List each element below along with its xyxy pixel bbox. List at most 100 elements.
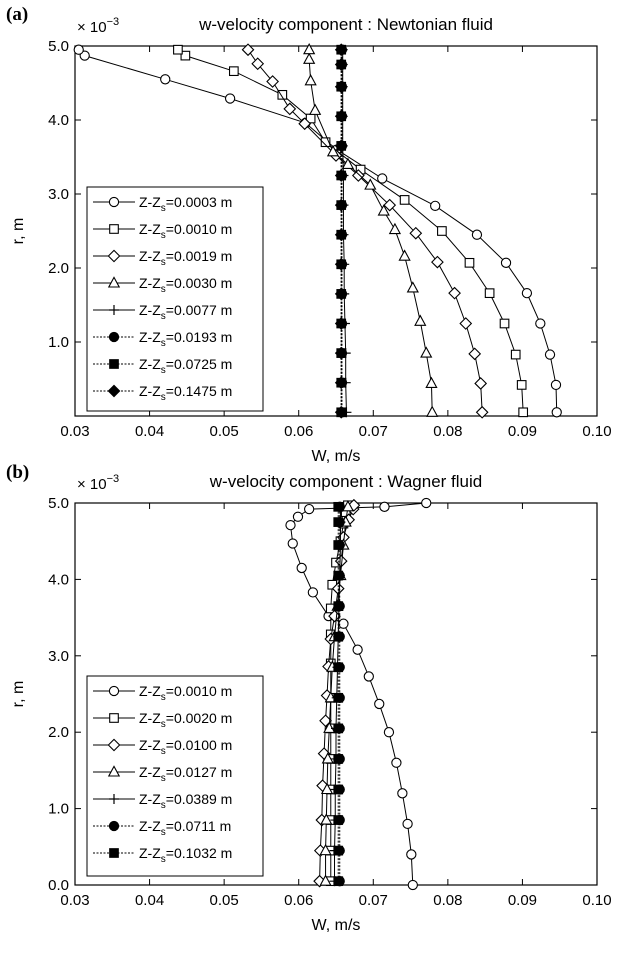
data-point — [334, 287, 348, 301]
data-point — [383, 727, 395, 738]
series-4 — [303, 42, 439, 417]
data-point — [521, 288, 533, 299]
data-point — [333, 815, 344, 825]
data-point — [333, 501, 344, 512]
x-tick-label: 0.05 — [210, 423, 239, 440]
legend-item: Z-Zs=0.0100 m — [93, 737, 232, 757]
legend-label: Z-Zs=0.0725 m — [139, 356, 232, 376]
x-tick-label: 0.09 — [508, 423, 537, 440]
data-point — [334, 169, 348, 182]
x-tick-label: 0.09 — [508, 892, 537, 909]
data-point — [334, 43, 348, 57]
data-point — [377, 173, 388, 184]
legend: Z-Zs=0.0010 m Z-Zs=0.0020 m Z-Zs=0.0100 m Z… — [86, 675, 264, 877]
x-tick-label: 0.07 — [359, 892, 388, 909]
legend: Z-Zs=0.0003 m Z-Zs=0.0010 m Z-Zs=0.0019 m Z… — [86, 186, 264, 412]
legend-marker — [109, 848, 119, 858]
series-8 — [334, 43, 348, 419]
data-point — [333, 876, 344, 887]
data-point — [518, 407, 529, 418]
data-point — [351, 169, 365, 182]
data-point — [484, 288, 495, 299]
data-point — [448, 286, 461, 300]
legend-label: Z-Zs=0.0010 m — [139, 683, 232, 703]
data-point — [73, 44, 84, 55]
series-line — [330, 505, 349, 882]
data-point — [334, 58, 348, 71]
data-point — [241, 43, 255, 57]
data-point — [420, 346, 433, 358]
x-axis-label: W, m/s — [312, 448, 361, 465]
panel-label: (a) — [6, 4, 28, 25]
legend-item: Z-Zs=0.0020 m — [93, 710, 232, 730]
y-tick-label: 2.0 — [48, 724, 69, 741]
data-point — [285, 520, 296, 531]
data-point — [471, 229, 483, 240]
data-point — [321, 752, 334, 764]
y-axis-label: r, m — [10, 681, 27, 708]
data-point — [352, 644, 363, 655]
data-point — [298, 117, 312, 131]
data-point — [304, 74, 317, 86]
legend-label: Z-Zs=0.0100 m — [139, 737, 232, 757]
data-point — [383, 198, 397, 212]
legend-item: Z-Zs=0.0725 m — [93, 356, 232, 376]
legend-marker — [109, 305, 119, 315]
legend-label: Z-Zs=0.1032 m — [139, 845, 232, 865]
data-point — [334, 80, 348, 94]
data-point — [224, 93, 236, 104]
legend-label: Z-Zs=0.0711 m — [139, 818, 231, 838]
legend-item: Z-Zs=0.0003 m — [93, 194, 232, 214]
data-point — [304, 503, 315, 515]
data-point — [510, 349, 521, 360]
data-point — [516, 380, 527, 390]
y-axis-label: r, m — [10, 218, 27, 245]
data-point — [326, 145, 340, 157]
data-point — [308, 103, 322, 115]
data-point — [550, 379, 562, 391]
chart-title: w-velocity component : Wagner fluid — [209, 472, 482, 491]
data-point — [333, 723, 344, 734]
data-point — [320, 137, 331, 148]
data-point — [402, 818, 413, 830]
legend-item: Z-Zs=0.0010 m — [93, 221, 232, 241]
x-tick-label: 0.04 — [135, 892, 164, 909]
data-point — [430, 200, 441, 211]
legend-marker — [107, 765, 121, 777]
data-point — [431, 255, 444, 269]
data-point — [364, 178, 377, 190]
legend-label: Z-Zs=0.0019 m — [139, 248, 232, 268]
data-point — [421, 497, 432, 509]
data-point — [334, 405, 348, 419]
data-point — [551, 407, 562, 418]
data-point — [334, 257, 348, 271]
legend-marker — [107, 276, 121, 288]
data-point — [277, 89, 288, 100]
data-point — [414, 314, 427, 326]
data-point — [409, 226, 423, 240]
data-point — [338, 618, 349, 629]
data-point — [160, 74, 171, 85]
data-point — [437, 226, 447, 236]
data-point — [307, 587, 319, 598]
data-point — [333, 601, 344, 611]
data-point — [379, 501, 390, 512]
data-point — [333, 540, 344, 550]
data-point — [499, 318, 510, 329]
data-point — [334, 376, 348, 390]
legend-item: Z-Zs=0.0019 m — [93, 248, 232, 268]
data-point — [426, 405, 439, 417]
legend-marker — [108, 196, 120, 208]
data-point — [283, 102, 297, 116]
x-tick-label: 0.03 — [60, 892, 89, 909]
y-tick-label: 3.0 — [48, 186, 69, 203]
x-axis-label: W, m/s — [312, 917, 361, 934]
legend-marker — [108, 820, 120, 832]
x-tick-label: 0.08 — [433, 423, 462, 440]
x-tick-label: 0.06 — [284, 423, 313, 440]
y-tick-label: 4.0 — [48, 571, 69, 588]
y-tick-label: 4.0 — [48, 112, 69, 129]
data-point — [474, 377, 488, 390]
chart-panel-a: (a) w-velocity component : Newtonian flui… — [6, 4, 612, 465]
